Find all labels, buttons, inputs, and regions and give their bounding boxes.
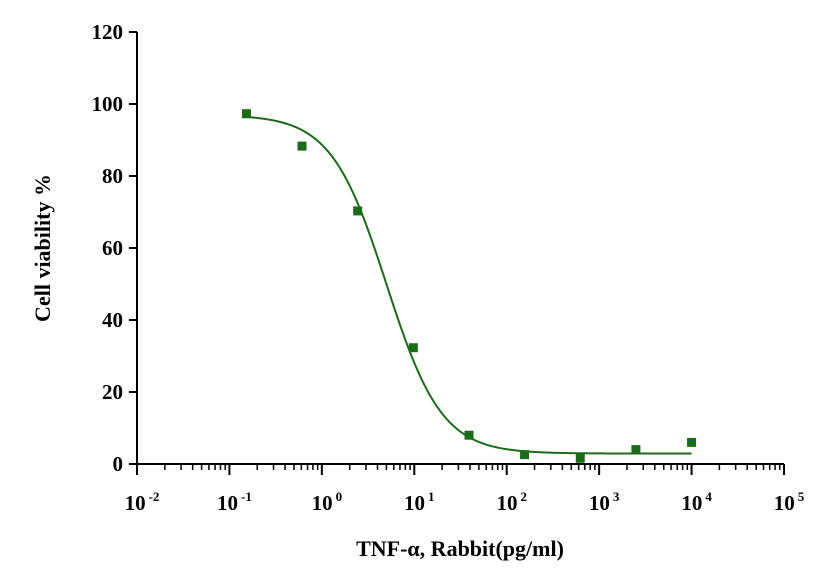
data-point: [575, 453, 585, 463]
x-tick-label-exponent: 2: [520, 489, 527, 504]
x-tick-label-base: 10: [681, 491, 702, 515]
x-tick-label-exponent: 1: [428, 489, 435, 504]
data-point: [353, 206, 363, 216]
plot-area: [242, 109, 697, 463]
x-tick-label-exponent: -2: [149, 489, 160, 504]
x-tick-label: 10 -2: [125, 489, 160, 515]
data-point: [408, 343, 418, 353]
x-tick-label: 10 4: [681, 489, 712, 515]
x-tick-label-exponent: 5: [798, 489, 805, 504]
x-tick-label-base: 10: [774, 491, 795, 515]
data-point: [520, 450, 530, 460]
y-tick-label: 120: [92, 20, 124, 44]
x-tick-label: 10 5: [774, 489, 805, 515]
data-point: [687, 437, 697, 447]
x-tick-label-exponent: 4: [705, 489, 712, 504]
x-tick-label-base: 10: [125, 491, 146, 515]
x-axis-title: TNF-α, Rabbit(pg/ml): [356, 536, 564, 561]
x-tick-label-base: 10: [496, 491, 517, 515]
data-point: [464, 430, 474, 440]
y-tick-label: 60: [102, 236, 123, 260]
data-points: [242, 109, 697, 463]
y-tick-label: 100: [92, 92, 124, 116]
x-tick-label: 10 1: [404, 489, 435, 515]
x-tick-label-base: 10: [404, 491, 425, 515]
fit-curve: [246, 115, 692, 455]
y-axis: 0 20 40 60 80 100 120: [92, 20, 138, 476]
x-tick-label-exponent: 3: [613, 489, 620, 504]
x-tick-label-base: 10: [589, 491, 610, 515]
x-tick-label-exponent: 0: [336, 489, 343, 504]
y-tick-label: 80: [102, 164, 123, 188]
data-point: [297, 141, 307, 151]
y-tick-label: 0: [113, 452, 124, 476]
x-tick-label: 10 2: [496, 489, 527, 515]
x-axis: 10 -2 10 -1 10 0 10 1 10 2 10 3 10 4 10 5: [125, 463, 805, 515]
x-tick-label: 10 3: [589, 489, 620, 515]
y-axis-title: Cell viability %: [30, 174, 55, 322]
data-point: [242, 109, 251, 119]
y-tick-label: 40: [102, 308, 123, 332]
x-tick-label: 10 0: [312, 489, 343, 515]
x-tick-label-base: 10: [312, 491, 333, 515]
y-tick-label: 20: [102, 380, 123, 404]
data-point: [631, 445, 641, 455]
x-tick-label-base: 10: [217, 491, 238, 515]
x-tick-label-exponent: -1: [241, 489, 252, 504]
x-tick-label: 10 -1: [217, 489, 252, 515]
